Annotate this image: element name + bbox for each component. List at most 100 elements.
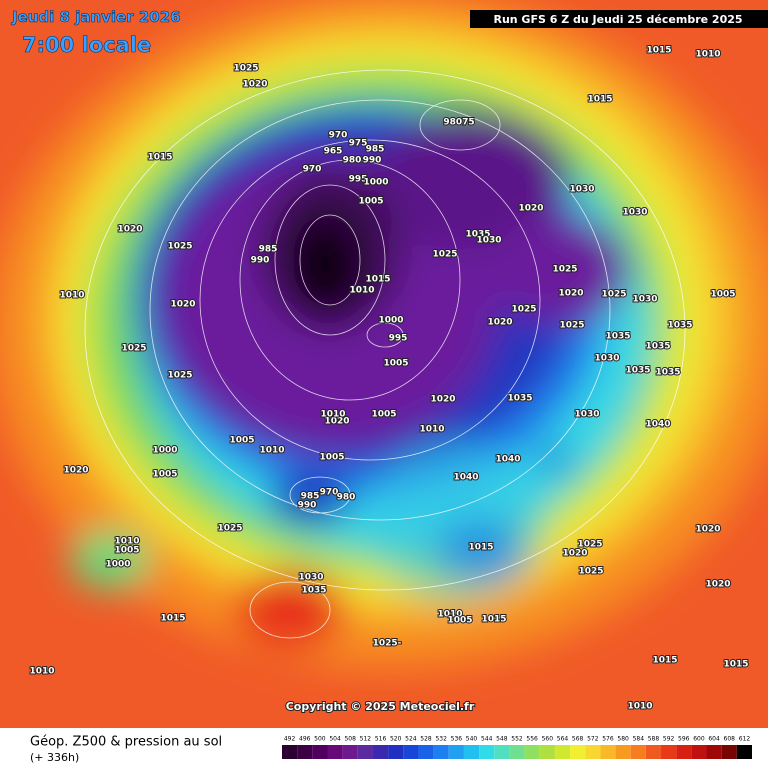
scale-label: 612 bbox=[739, 736, 751, 743]
isobar-label: 1005 bbox=[229, 436, 254, 446]
isobar-label: 1010 bbox=[114, 537, 139, 547]
isobar-label: 1010 bbox=[320, 410, 345, 420]
scale-swatch bbox=[418, 745, 434, 759]
scale-label: 560 bbox=[542, 736, 554, 743]
isobar-label: 1020 bbox=[117, 225, 142, 235]
isobar-label: 1000 bbox=[378, 316, 403, 326]
isobar-label: 1030 bbox=[476, 236, 501, 246]
scale-label: 512 bbox=[360, 736, 372, 743]
isobar-label: 1015 bbox=[723, 660, 748, 670]
isobar-label: 1015 bbox=[646, 46, 671, 56]
isobar-label: 1015 bbox=[160, 614, 185, 624]
isobar-label: 970 bbox=[329, 131, 348, 141]
scale-label: 540 bbox=[466, 736, 478, 743]
isobar-label: 1015 bbox=[481, 615, 506, 625]
isobar-label: 1010 bbox=[29, 667, 54, 677]
isobar-label: 1000 bbox=[152, 446, 177, 456]
isobar-label: 1020 bbox=[242, 80, 267, 90]
scale-swatch bbox=[585, 745, 601, 759]
isobar-label: 1025 bbox=[432, 250, 457, 260]
isobar-label: 1025 bbox=[552, 265, 577, 275]
isobar-label: 1020 bbox=[487, 318, 512, 328]
isobar-label: 1020 bbox=[430, 395, 455, 405]
isobar-label: 1025 bbox=[167, 242, 192, 252]
isobar-label: 1010 bbox=[695, 50, 720, 60]
scale-label: 592 bbox=[663, 736, 675, 743]
scale-label: 580 bbox=[617, 736, 629, 743]
scale-label: 492 bbox=[284, 736, 296, 743]
isobar-label: 1005 bbox=[319, 453, 344, 463]
scale-label: 584 bbox=[633, 736, 645, 743]
isobar-label: 975 bbox=[349, 139, 368, 149]
scale-label: 576 bbox=[602, 736, 614, 743]
isobar-label: 1030 bbox=[298, 573, 323, 583]
forecast-date: Jeudi 8 janvier 2026 bbox=[11, 8, 181, 26]
scale-label: 608 bbox=[724, 736, 736, 743]
scale-swatch bbox=[615, 745, 631, 759]
run-info: Run GFS 6 Z du Jeudi 25 décembre 2025 bbox=[493, 13, 742, 26]
footer-lead: (+ 336h) bbox=[30, 751, 79, 764]
isobar-label: 1020 bbox=[705, 580, 730, 590]
isobar-label: 1000 bbox=[363, 178, 388, 188]
isobar-label: 1030 bbox=[569, 185, 594, 195]
scale-label: 556 bbox=[526, 736, 538, 743]
isobar-label: 1015 bbox=[468, 543, 493, 553]
isobar-label: 1040 bbox=[645, 420, 670, 430]
isobar-label: 1005 bbox=[383, 359, 408, 369]
scale-swatch bbox=[312, 745, 328, 759]
scale-label: 588 bbox=[648, 736, 660, 743]
isobar-label: 1020 bbox=[170, 300, 195, 310]
isobar-label: 1005 bbox=[152, 470, 177, 480]
scale-swatch bbox=[494, 745, 510, 759]
scale-swatch bbox=[357, 745, 373, 759]
scale-label: 504 bbox=[329, 736, 341, 743]
scale-label: 552 bbox=[511, 736, 523, 743]
isobar-label: 1015 bbox=[652, 656, 677, 666]
isobar-label: 1010 bbox=[59, 291, 84, 301]
scale-swatch bbox=[554, 745, 571, 759]
isobar-label: 1010 bbox=[419, 425, 444, 435]
scale-swatch bbox=[706, 745, 722, 759]
scale-label: 572 bbox=[587, 736, 599, 743]
isobar-label: 1010 bbox=[437, 610, 462, 620]
isobar-label: 985 bbox=[366, 145, 385, 155]
scale-swatch bbox=[539, 745, 555, 759]
isobar-label: 1025 bbox=[511, 305, 536, 315]
isobar-labels: 1025 1020 1015 1020 1025 1010 1020 1025 1025 1000… bbox=[28, 45, 749, 713]
scale-label: 596 bbox=[678, 736, 690, 743]
scale-label: 528 bbox=[420, 736, 432, 743]
isobar-label: 1030 bbox=[574, 410, 599, 420]
color-scale: 492 496 500 504 508 512 516 520 524 528 532 536 540 5… bbox=[282, 736, 752, 759]
scale-label: 544 bbox=[481, 736, 493, 743]
isobar-label: 1030 bbox=[632, 295, 657, 305]
isobar-label: 1020 bbox=[562, 549, 587, 559]
isobar-label: 1000 bbox=[105, 560, 130, 570]
isobar-label: 1035 bbox=[465, 230, 490, 240]
isobar-label: 1035 bbox=[605, 332, 630, 342]
scale-swatch bbox=[372, 745, 389, 759]
isobar-label: 1035 bbox=[507, 394, 532, 404]
isobar-label: 98075 bbox=[443, 118, 474, 128]
isobar-label: 1025 bbox=[578, 567, 603, 577]
scale-swatch bbox=[463, 745, 480, 759]
isobar-label: 1025- bbox=[373, 639, 402, 649]
isobar-label: 1025 bbox=[217, 524, 242, 534]
scale-swatch bbox=[342, 745, 358, 759]
isobar-label: 1040 bbox=[495, 455, 520, 465]
isobar-label: 1025 bbox=[167, 371, 192, 381]
isobar-label: 1020 bbox=[558, 289, 583, 299]
scale-label: 524 bbox=[405, 736, 417, 743]
scale-swatch bbox=[282, 745, 298, 759]
isobar-label: 970 bbox=[320, 488, 339, 498]
scale-label: 568 bbox=[572, 736, 584, 743]
isobar-label: 1025 bbox=[601, 290, 626, 300]
scale-swatch bbox=[691, 745, 707, 759]
isobar-label: 1020 bbox=[518, 204, 543, 214]
scale-swatch bbox=[630, 745, 646, 759]
isobar-label: 1025 bbox=[121, 344, 146, 354]
scale-label: 500 bbox=[314, 736, 326, 743]
isobar-label: 1020 bbox=[695, 525, 720, 535]
scale-label: 548 bbox=[496, 736, 508, 743]
isobar-label: 990 bbox=[251, 256, 270, 266]
forecast-time: 7:00 locale bbox=[22, 33, 151, 57]
